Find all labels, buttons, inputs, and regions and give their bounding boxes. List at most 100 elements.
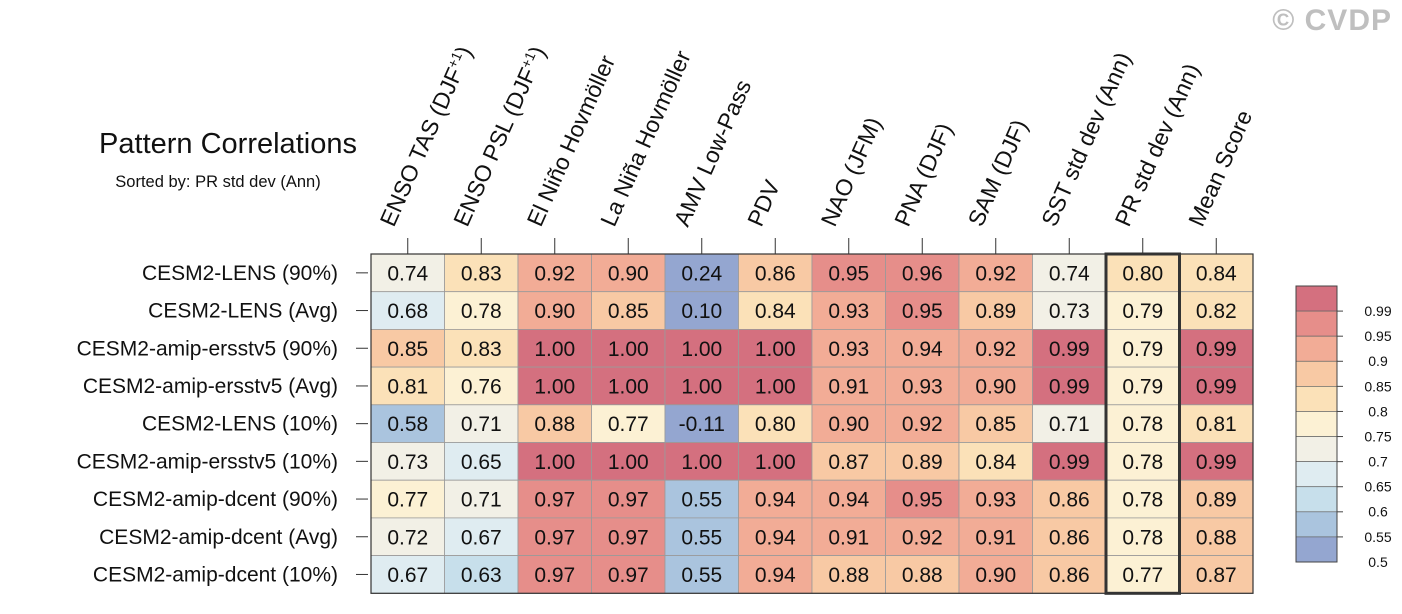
cell-value: 0.89	[975, 300, 1016, 323]
cell-value: 0.95	[828, 262, 869, 285]
cell-value: 0.93	[828, 300, 869, 323]
heatmap-cell	[885, 404, 960, 443]
cell-value: 0.73	[387, 451, 428, 474]
cell-value: 0.93	[902, 375, 943, 398]
highlighted-column-box	[1104, 252, 1181, 595]
heatmap-cell	[885, 253, 960, 293]
cell-value: 0.81	[1196, 413, 1237, 436]
heatmap-cell	[1179, 479, 1254, 519]
column-label: Mean Score	[1183, 106, 1257, 230]
colorbar-swatch	[1295, 436, 1338, 462]
cell-value: 0.90	[534, 300, 575, 323]
cell-value: 0.55	[681, 564, 722, 587]
cell-value: 0.86	[1049, 564, 1090, 587]
heatmap-cell	[664, 366, 739, 406]
heatmap-cell	[517, 479, 592, 519]
heatmap-cell	[1179, 404, 1254, 443]
heatmap-cell	[444, 479, 519, 519]
cell-value: 0.71	[461, 413, 502, 436]
cell-value: 1.00	[608, 451, 649, 474]
row-label: CESM2-LENS (90%)	[142, 262, 338, 285]
cell-value: 0.84	[975, 451, 1016, 474]
cell-value: 0.71	[1049, 413, 1090, 436]
cell-value: 0.94	[755, 564, 796, 587]
cell-value: 0.87	[1196, 564, 1237, 587]
heatmap-cell	[370, 479, 445, 519]
cell-value: 0.82	[1196, 300, 1237, 323]
colorbar-label: 0.95	[1364, 328, 1391, 344]
cell-value: 0.90	[608, 262, 649, 285]
row-label: CESM2-amip-dcent (90%)	[93, 488, 338, 511]
heatmap-cell	[591, 555, 666, 594]
cell-value: 1.00	[681, 338, 722, 361]
colorbar-label: 0.85	[1364, 378, 1391, 394]
colorbar-label: 0.6	[1368, 504, 1388, 520]
cell-value: 0.55	[681, 489, 722, 512]
cell-value: 0.97	[534, 564, 575, 587]
cell-value: 0.91	[975, 526, 1016, 549]
heatmap-cell	[370, 555, 445, 594]
cell-value: 0.71	[461, 489, 502, 512]
cell-value: 0.76	[461, 375, 502, 398]
heatmap-cell	[1179, 517, 1254, 557]
cell-value: 1.00	[534, 375, 575, 398]
heatmap-cell	[811, 517, 886, 557]
heatmap-cell	[958, 442, 1033, 481]
cell-value: 0.90	[975, 375, 1016, 398]
heatmap-cell	[958, 517, 1033, 557]
row-label: CESM2-amip-ersstv5 (90%)	[77, 337, 338, 360]
colorbar-swatch	[1295, 486, 1338, 513]
chart-title: Pattern Correlations	[99, 128, 357, 160]
cell-value: 0.91	[828, 526, 869, 549]
heatmap-cell	[444, 328, 519, 368]
heatmap-cell	[444, 442, 519, 481]
cell-value: 0.93	[975, 489, 1016, 512]
cell-value: 0.67	[387, 564, 428, 587]
colorbar-swatch	[1295, 536, 1338, 563]
cell-value: 0.86	[1049, 526, 1090, 549]
heatmap-cell	[811, 253, 886, 293]
heatmap-cell	[591, 253, 666, 293]
colorbar-swatch	[1295, 386, 1338, 412]
heatmap-cell	[370, 517, 445, 557]
column-label: PNA (DJF)	[889, 119, 957, 230]
cell-value: 1.00	[755, 338, 796, 361]
watermark-text: © CVDP	[1272, 4, 1392, 37]
cell-value: 0.79	[1122, 338, 1163, 361]
colorbar-swatch	[1295, 360, 1338, 387]
heatmap-cell	[811, 479, 886, 519]
cell-value: 0.88	[534, 413, 575, 436]
column-label: SAM (DJF)	[963, 116, 1033, 230]
cell-value: 0.90	[975, 564, 1016, 587]
cell-value: 0.72	[387, 526, 428, 549]
cell-value: 0.97	[608, 564, 649, 587]
grid-outline	[370, 253, 1254, 594]
cell-value: 0.97	[534, 526, 575, 549]
heatmap-cell	[738, 404, 813, 443]
cell-value: 0.74	[1049, 262, 1090, 285]
heatmap-cell	[738, 442, 813, 481]
cell-value: 1.00	[534, 338, 575, 361]
row-label: CESM2-LENS (Avg)	[148, 300, 338, 323]
heatmap-cell	[1179, 253, 1254, 293]
cell-value: 1.00	[755, 451, 796, 474]
cell-value: -0.11	[679, 413, 725, 436]
heatmap-cell	[664, 404, 739, 443]
heatmap-cell	[885, 291, 960, 330]
row-label: CESM2-amip-ersstv5 (10%)	[77, 450, 338, 473]
heatmap-cell	[811, 291, 886, 330]
cell-value: 0.94	[902, 338, 943, 361]
heatmap-cell	[738, 291, 813, 330]
cell-value: 0.97	[608, 489, 649, 512]
cell-value: 0.88	[828, 564, 869, 587]
cell-value: 0.99	[1049, 451, 1090, 474]
cell-value: 0.77	[1122, 564, 1163, 587]
cell-value: 0.74	[387, 262, 428, 285]
cell-value: 0.79	[1122, 300, 1163, 323]
cell-value: 0.92	[534, 262, 575, 285]
column-label: AMV Low-Pass	[669, 76, 757, 230]
cell-value: 0.77	[387, 489, 428, 512]
heatmap-cell	[1032, 253, 1107, 293]
cell-value: 0.24	[681, 262, 722, 285]
cell-value: 0.95	[902, 489, 943, 512]
